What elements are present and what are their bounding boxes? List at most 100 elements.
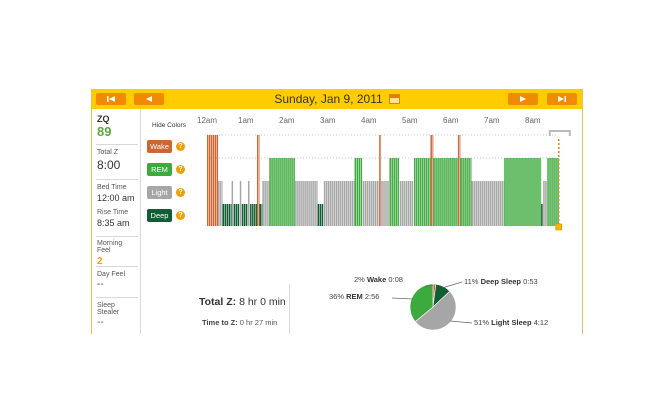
sleep-stage-bar [254, 204, 256, 226]
sleep-stage-bar [385, 181, 387, 226]
sleep-stage-bar [524, 158, 526, 226]
date-title: Sunday, Jan 9, 2011 [92, 92, 582, 106]
sleep-stage-bar [211, 135, 213, 226]
calendar-icon[interactable] [388, 94, 400, 104]
sleep-stage-bar [420, 158, 422, 226]
pie-stage: Wake [366, 275, 387, 284]
sleep-stage-bar [228, 204, 231, 226]
sleep-stage-bar [217, 135, 219, 226]
help-icon[interactable]: ? [176, 165, 185, 174]
sleep-stage-bar [275, 158, 277, 226]
zq-value: 89 [97, 124, 112, 139]
rise-time-value: 8:35 am [97, 218, 130, 228]
help-icon[interactable]: ? [176, 211, 185, 220]
sleep-graph-panel: Sunday, Jan 9, 2011 ZQ 89 Total Z 8:00 B… [91, 89, 583, 334]
sleep-stage-bar [243, 204, 246, 226]
sleep-stage-bar [291, 158, 293, 226]
sleep-stage-bar [499, 181, 501, 226]
help-icon[interactable]: ? [176, 188, 185, 197]
sleep-stage-bar [289, 158, 291, 226]
sleep-stage-bar [479, 181, 481, 226]
prev-week-button[interactable] [96, 93, 126, 105]
sleep-stage-bar [504, 158, 506, 226]
sleep-stage-bar [331, 181, 334, 226]
pie-leader-line [424, 284, 434, 288]
sleep-stage-bar [532, 158, 534, 226]
sleep-stage-bar [317, 204, 320, 226]
sleep-stage-bar [329, 181, 332, 226]
summary-time-to-z-value: 0 hr 27 min [239, 318, 278, 327]
legend-rem[interactable]: REM [147, 163, 172, 176]
summary-total-z-label: Total Z: [199, 296, 237, 308]
sleep-stage-bar [518, 158, 520, 226]
sleep-stage-bar [339, 181, 342, 226]
summary-time-to-z: Time to Z: 0 hr 27 min [202, 318, 277, 327]
legend-deep[interactable]: Deep [147, 209, 172, 222]
sleep-stage-bar [266, 181, 268, 226]
sleep-stage-bar [257, 135, 259, 226]
sleep-stage-bar [309, 181, 311, 226]
sleep-stage-bar [534, 158, 536, 226]
next-week-button[interactable] [547, 93, 577, 105]
sleep-stage-bar [239, 181, 242, 226]
sleep-stage-bar [287, 158, 289, 226]
pie-label-light: 51% Light Sleep 4:12 [474, 318, 548, 327]
sleep-stage-bar [536, 158, 538, 226]
sleep-stage-bar [360, 158, 363, 226]
sleep-stage-bar [393, 158, 395, 226]
hide-colors-link[interactable]: Hide Colors [152, 122, 186, 129]
zq-label: ZQ [97, 114, 110, 124]
sleep-stage-bar [368, 181, 371, 226]
next-day-button[interactable] [508, 93, 538, 105]
sleep-stage-bar [497, 181, 499, 226]
legend-light[interactable]: Light [147, 186, 172, 199]
sleep-stage-bar [447, 158, 449, 226]
sleep-stealer-label: Sleep Stealer [97, 302, 120, 316]
sleep-stage-bar [379, 135, 381, 226]
sleep-stage-bar [366, 181, 369, 226]
sleep-stage-bar [237, 204, 240, 226]
sleep-stage-bar [335, 181, 338, 226]
sleep-stage-bar [397, 158, 399, 226]
date-label: Sunday, Jan 9, 2011 [274, 92, 383, 106]
sleep-stage-bar [283, 158, 285, 226]
sleep-stage-bar [395, 158, 397, 226]
total-z-value: 8:00 [97, 158, 121, 172]
total-z-label: Total Z [97, 149, 119, 156]
divider [96, 266, 138, 267]
sleep-stage-bar [295, 181, 297, 226]
help-icon[interactable]: ? [176, 142, 185, 151]
rise-time-stat: Rise Time 8:35 am [97, 209, 137, 228]
pie-slice [409, 283, 434, 323]
time-label: 5am [402, 116, 418, 125]
sleep-stealer-value: -- [97, 317, 104, 328]
sleep-stage-bar [449, 158, 451, 226]
sleep-stage-bar [273, 158, 275, 226]
sleep-stage-bar [416, 158, 418, 226]
sleep-stage-bar [462, 158, 464, 226]
bed-time-label: Bed Time [97, 184, 127, 191]
sleep-stage-bar [399, 181, 402, 226]
sleep-stage-bar [443, 158, 445, 226]
sleep-stage-bar [341, 181, 344, 226]
sleep-stage-bar [303, 181, 305, 226]
pie-leader-line [441, 281, 463, 289]
sleep-stage-bar [209, 135, 211, 226]
sleep-stage-bar [374, 181, 377, 226]
sleep-stage-bar [451, 158, 453, 226]
sleep-stage-bar [514, 158, 516, 226]
pie-percent: 36% [329, 292, 345, 301]
sleep-stage-bar [481, 181, 483, 226]
sleep-stage-bar [323, 181, 326, 226]
sleep-stage-bar [337, 181, 340, 226]
sleep-stage-bar [281, 158, 283, 226]
sleep-stage-bar [414, 158, 416, 226]
sleep-stage-bar [551, 158, 553, 226]
arrow-right-icon [520, 96, 526, 102]
time-label: 8am [525, 116, 541, 125]
legend-wake[interactable]: Wake [147, 140, 172, 153]
sleep-stage-bar [508, 158, 510, 226]
prev-day-button[interactable] [134, 93, 164, 105]
day-feel-value: -- [97, 279, 104, 290]
sleep-stage-bar [269, 158, 271, 226]
